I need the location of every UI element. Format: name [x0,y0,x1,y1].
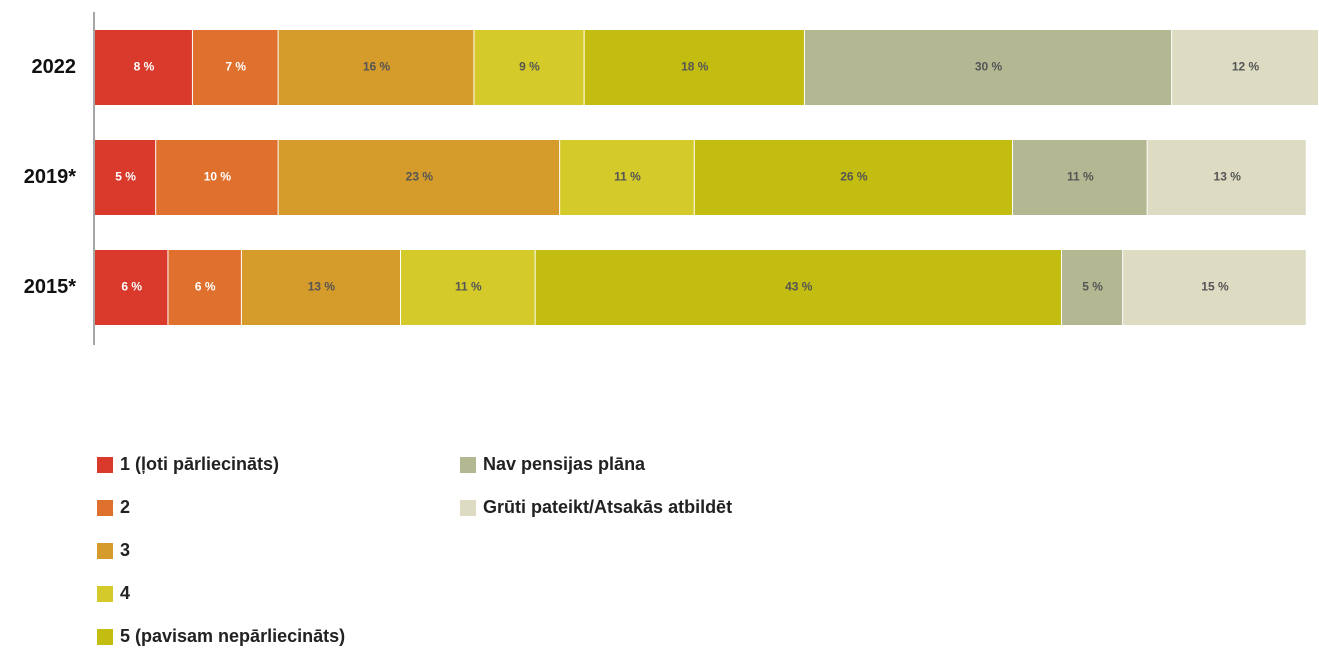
bar-segment [278,140,560,215]
legend-label: 4 [120,583,130,603]
bar-segment [694,140,1012,215]
y-tick-label: 2019* [24,166,76,188]
bar-segment [560,140,694,215]
bar-segment [1061,250,1123,325]
data-label: 8 % [134,60,155,74]
legend-label: 1 (ļoti pārliecināts) [120,454,279,474]
bar-segment [156,140,278,215]
data-label: 7 % [225,60,246,74]
legend-swatch [97,543,113,559]
legend-swatch [97,629,113,645]
data-label: 23 % [406,170,434,184]
data-label: 13 % [1214,170,1242,184]
legend-swatch [460,500,476,516]
bar-segment [584,30,804,105]
bar-segment [192,30,278,105]
data-label: 10 % [204,170,232,184]
bar-segment [474,30,584,105]
bar-segment [168,250,241,325]
data-label: 12 % [1232,60,1260,74]
bar-segment [278,30,474,105]
data-label: 13 % [308,280,336,294]
legend-label: Nav pensijas plāna [483,454,646,474]
data-label: 11 % [614,170,641,184]
data-label: 16 % [363,60,391,74]
bar-segment [535,250,1061,325]
data-label: 5 % [1082,280,1103,294]
y-tick-label: 2015* [24,276,76,298]
data-label: 9 % [519,60,540,74]
bar-segment [1172,30,1318,105]
data-label: 5 % [115,170,136,184]
data-label: 11 % [1067,170,1094,184]
data-label: 11 % [455,280,482,294]
legend-swatch [460,457,476,473]
data-label: 6 % [195,280,216,294]
legend-label: 2 [120,497,130,517]
legend-swatch [97,457,113,473]
data-label: 18 % [681,60,709,74]
bar-segment [1147,140,1306,215]
data-label: 26 % [840,170,868,184]
bar-segment [804,30,1172,105]
bar-segment [95,250,168,325]
data-label: 43 % [785,280,813,294]
data-label: 6 % [121,280,142,294]
bar-segment [95,140,156,215]
legend-label: 5 (pavisam nepārliecināts) [120,626,345,646]
legend-label: Grūti pateikt/Atsakās atbildēt [483,497,732,517]
y-tick-label: 2022 [32,56,77,78]
bar-segment [95,30,192,105]
data-label: 15 % [1201,280,1229,294]
bar-segment [1123,250,1306,325]
bar-segment [401,250,535,325]
bar-segment [241,250,400,325]
legend-swatch [97,586,113,602]
data-label: 30 % [975,60,1003,74]
legend-swatch [97,500,113,516]
bar-segment [1013,140,1147,215]
legend-label: 3 [120,540,130,560]
